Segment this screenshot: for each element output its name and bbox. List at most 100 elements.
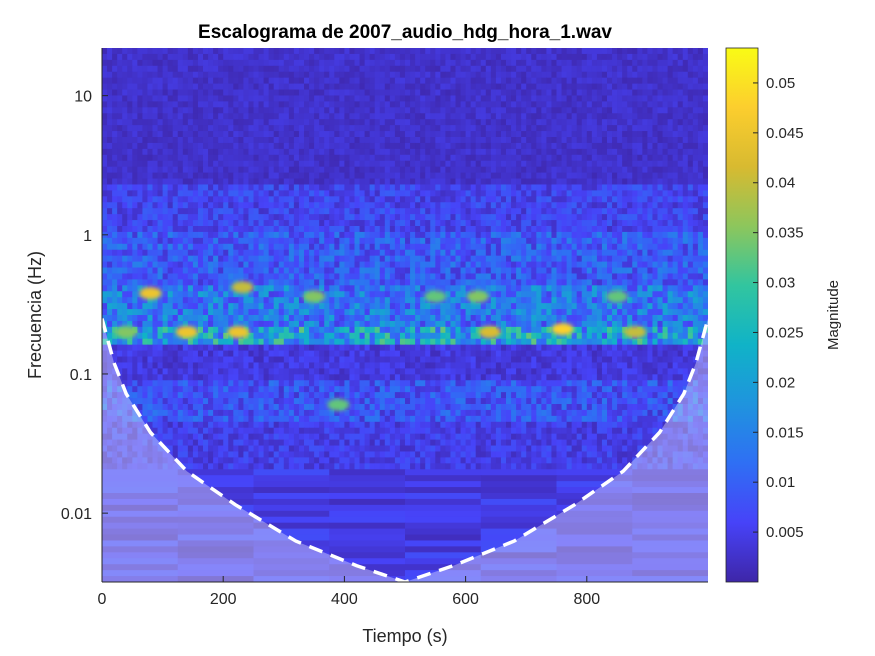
scalogram-cell: [541, 172, 547, 180]
scalogram-cell: [142, 202, 149, 209]
scalogram-cell: [112, 148, 118, 156]
scalogram-cell: [142, 231, 149, 239]
scalogram-cell: [177, 196, 184, 203]
scalogram-cell: [521, 53, 527, 61]
scalogram-cell: [490, 59, 497, 67]
scalogram-cell: [107, 220, 113, 227]
scalogram-cell: [410, 71, 416, 79]
scalogram-cell: [298, 89, 305, 97]
scalogram-cell: [581, 190, 588, 197]
scalogram-cell: [157, 107, 164, 114]
scalogram-cell: [485, 255, 492, 263]
scalogram-cell: [601, 119, 608, 126]
scalogram-cell: [531, 95, 537, 102]
scalogram-cell: [485, 89, 492, 97]
scalogram-cell: [142, 71, 149, 79]
scalogram-cell: [359, 231, 366, 239]
scalogram-cell: [228, 95, 234, 102]
scalogram-cell: [571, 48, 578, 55]
scalogram-cell: [147, 142, 154, 150]
scalogram-cell: [127, 226, 133, 233]
scalogram-cell: [238, 160, 244, 168]
scalogram-cell: [425, 142, 431, 150]
scalogram-cell: [278, 65, 285, 73]
scalogram-cell: [298, 273, 305, 280]
scalogram-cell: [485, 125, 492, 132]
scalogram-cell: [405, 154, 411, 162]
scalogram-cell: [334, 196, 340, 203]
scalogram-cell: [293, 59, 300, 67]
scalogram-cell: [445, 285, 452, 292]
scalogram-cell: [359, 220, 366, 227]
scalogram-cell: [122, 95, 128, 102]
scalogram-cell: [288, 190, 295, 197]
scalogram-cell: [460, 119, 467, 126]
scalogram-cell: [506, 142, 512, 150]
scalogram-cell: [394, 231, 401, 239]
scalogram-cell: [435, 77, 441, 85]
scalogram-cell: [551, 249, 558, 257]
scalogram-cell: [314, 125, 320, 132]
scalogram-cell: [293, 214, 300, 221]
scalogram-cell: [339, 101, 345, 108]
scalogram-cell: [218, 261, 224, 269]
scalogram-cell: [586, 285, 593, 292]
scalogram-cell: [435, 59, 441, 67]
scalogram-cell: [309, 255, 315, 263]
scalogram-cell: [268, 148, 275, 156]
scalogram-cell: [697, 89, 704, 97]
scalogram-cell: [359, 190, 366, 197]
scalogram-cell: [203, 285, 209, 292]
scalogram-cell: [410, 77, 416, 85]
scalogram-cell: [657, 119, 664, 126]
scalogram-cell: [480, 77, 487, 85]
scalogram-cell: [702, 220, 708, 227]
scalogram-cell: [480, 166, 487, 174]
scalogram-cell: [344, 89, 351, 97]
scalogram-cell: [480, 119, 487, 126]
scalogram-cell: [182, 142, 189, 150]
scalogram-cell: [632, 101, 638, 108]
scalogram-cell: [420, 160, 426, 168]
scalogram-cell: [309, 190, 315, 197]
scalogram-cell: [329, 231, 335, 239]
scalogram-cell: [551, 71, 558, 79]
scalogram-cell: [359, 113, 366, 120]
scalogram-cell: [112, 77, 118, 85]
scalogram-cell: [622, 59, 628, 67]
scalogram-cell: [233, 107, 239, 114]
scalogram-cell: [203, 291, 209, 298]
scalogram-cell: [293, 154, 300, 162]
scalogram-cell: [309, 267, 315, 275]
scalogram-cell: [702, 285, 708, 292]
scalogram-cell: [627, 220, 633, 227]
scalogram-cell: [243, 267, 250, 275]
scalogram-cell: [506, 267, 512, 275]
scalogram-cell: [612, 113, 618, 120]
scalogram-cell: [107, 53, 113, 61]
scalogram-cell: [637, 172, 643, 180]
scalogram-cell: [692, 125, 699, 132]
scalogram-cell: [526, 226, 532, 233]
scalogram-cell: [566, 261, 573, 269]
scalogram-cell: [132, 184, 138, 191]
scalogram-cell: [384, 137, 391, 144]
scalogram-cell: [344, 255, 351, 263]
scalogram-cell: [652, 83, 659, 91]
scalogram-cell: [697, 273, 704, 280]
scalogram-cell: [470, 101, 477, 108]
scalogram-cell: [243, 142, 250, 150]
scalogram-cell: [435, 226, 441, 233]
scalogram-cell: [627, 166, 633, 174]
scalogram-cell: [591, 208, 598, 215]
scalogram-cell: [622, 184, 628, 191]
scalogram-cell: [298, 125, 305, 132]
scalogram-cell: [561, 83, 568, 91]
scalogram-cell: [566, 119, 573, 126]
scalogram-cell: [152, 237, 159, 245]
scalogram-cell: [415, 208, 421, 215]
scalogram-cell: [475, 196, 482, 203]
scalogram-cell: [359, 107, 366, 114]
scalogram-cell: [445, 243, 452, 251]
scalogram-cell: [187, 184, 194, 191]
